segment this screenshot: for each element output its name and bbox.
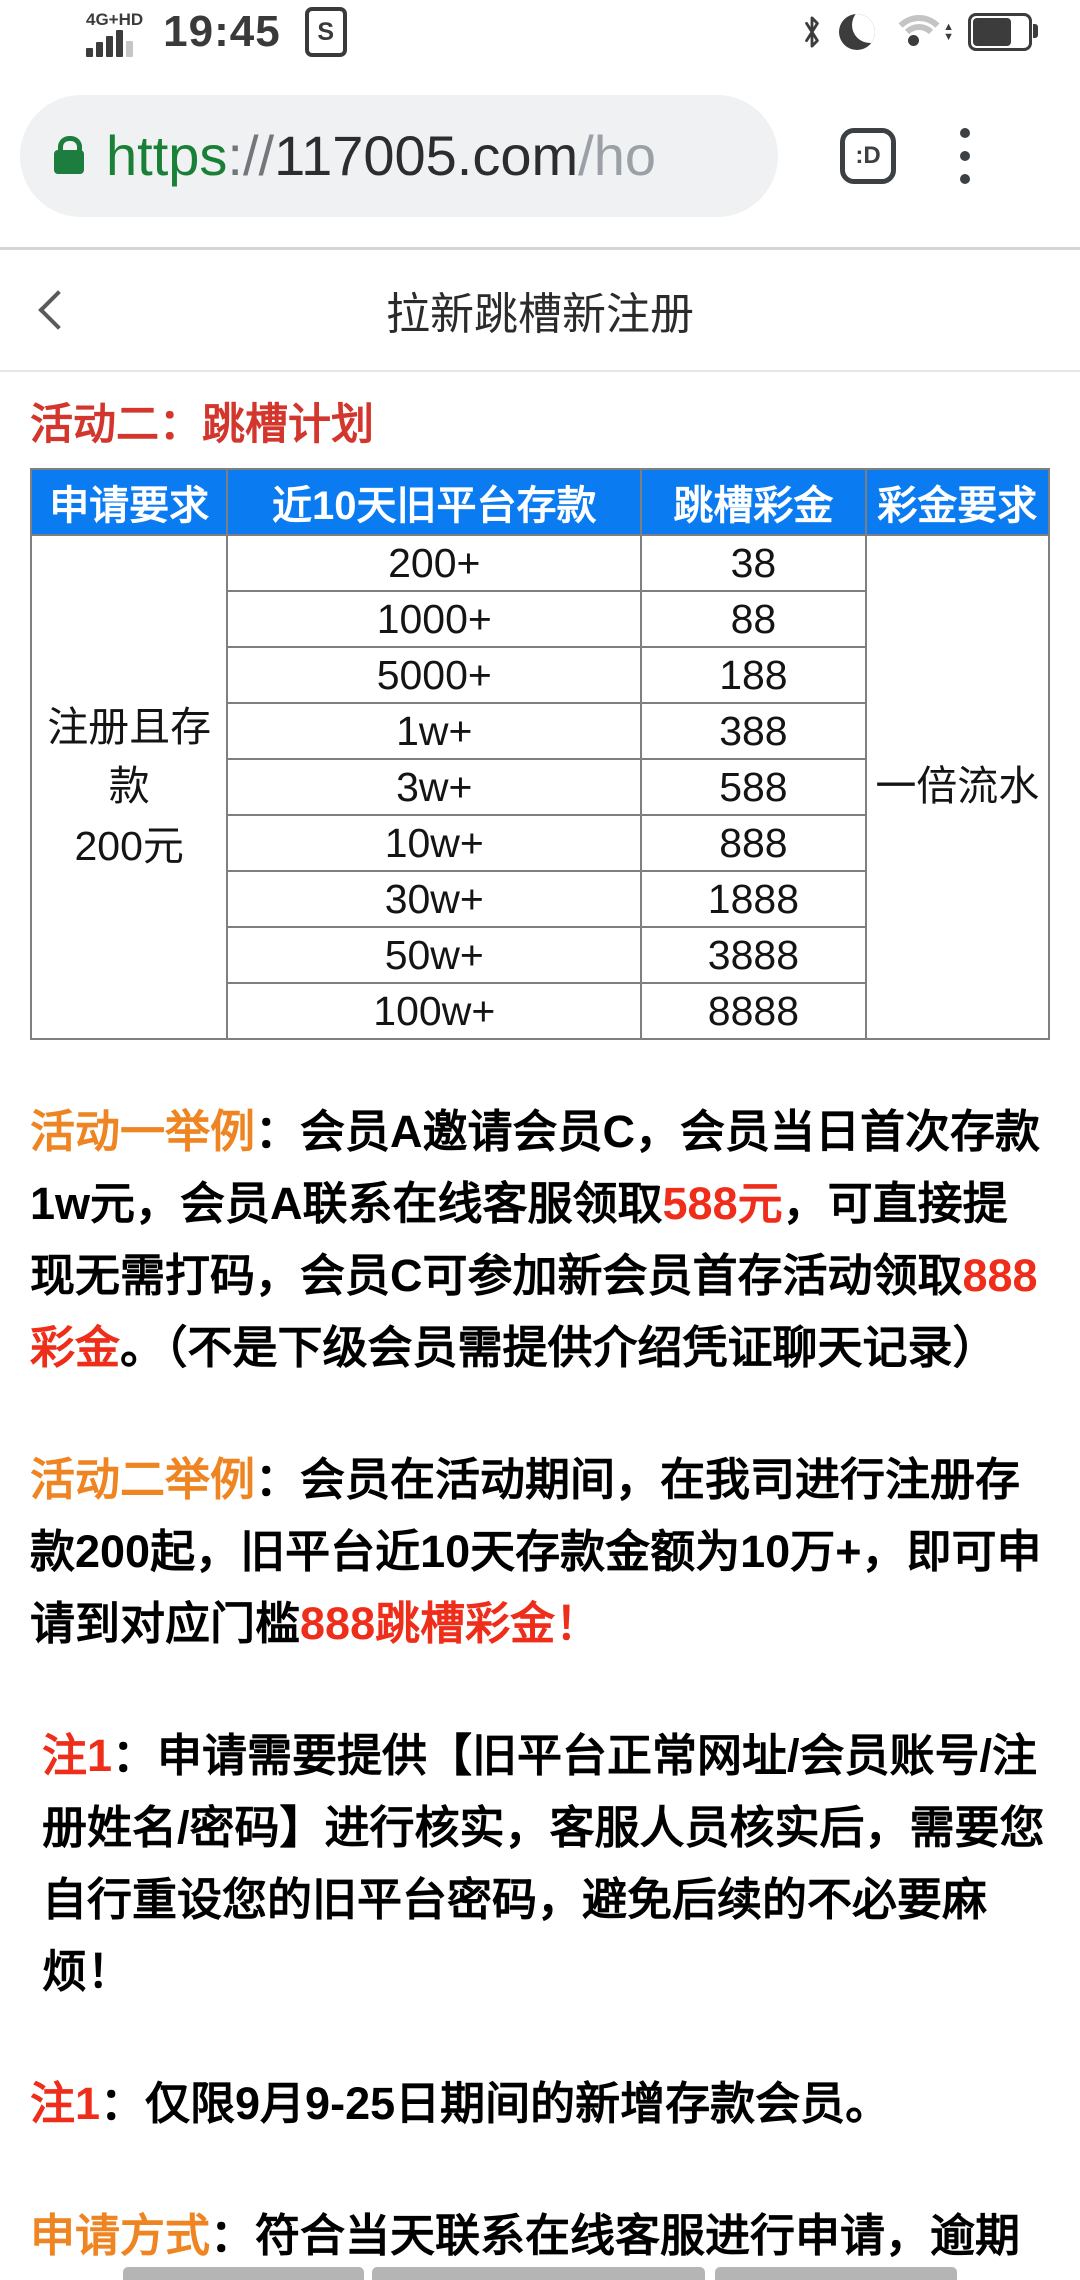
table-row: 50w+ 3888 [31, 926, 1049, 984]
partial-table-cell [372, 2267, 705, 2280]
table-row: 1000+ 88 [31, 590, 1049, 648]
deposit-cell: 1000+ [226, 590, 643, 648]
bonus-cell: 38 [640, 534, 867, 592]
table-row: 30w+ 1888 [31, 870, 1049, 928]
bonus-cell: 388 [640, 702, 867, 760]
deposit-cell: 10w+ [226, 814, 643, 872]
paragraph-example2: 活动二举例：会员在活动期间，在我司进行注册存款200起，旧平台近10天存款金额为… [30, 1454, 1042, 1649]
bonus-cell: 188 [640, 646, 867, 704]
column-header-requirement: 申请要求 [29, 468, 229, 536]
browser-menu-button[interactable] [954, 122, 976, 190]
deposit-cell: 1w+ [226, 702, 643, 760]
do-not-disturb-moon-icon [839, 14, 876, 50]
page-header: 拉新跳槽新注册 [0, 250, 1080, 372]
bonus-cell: 8888 [640, 982, 867, 1040]
url-address-bar[interactable]: https://117005.com/ho [20, 94, 778, 217]
column-header-wager: 彩金要求 [864, 468, 1051, 536]
partial-table-cell [123, 2267, 364, 2280]
bonus-cell: 588 [640, 758, 867, 816]
secure-lock-icon[interactable] [54, 135, 84, 176]
browser-toolbar: https://117005.com/ho :D [0, 64, 1080, 250]
deposit-cell: 3w+ [226, 758, 643, 816]
url-separator: :// [227, 124, 275, 187]
table-row: 3w+ 588 [31, 758, 1049, 816]
paragraph-note1: 注1：申请需要提供【旧平台正常网址/会员账号/注册姓名/密码】进行核实，客服人员… [42, 1730, 1045, 1997]
table-row: 5000+ 188 [31, 646, 1049, 704]
wager-cell: 一倍流水 [864, 534, 1051, 1040]
url-host: 117005.com [274, 124, 579, 187]
deposit-cell: 200+ [226, 534, 643, 592]
deposit-cell: 30w+ [226, 870, 643, 928]
table-row: 1w+ 388 [31, 702, 1049, 760]
clock-time: 19:45 [163, 7, 281, 56]
bonus-cell: 3888 [640, 926, 867, 984]
paragraph-note2: 注1：仅限9月9-25日期间的新增存款会员。 [30, 2078, 891, 2129]
network-indicator: 4G+HD [86, 11, 143, 57]
battery-icon [968, 13, 1038, 51]
bonus-cell: 1888 [640, 870, 867, 928]
network-type-label: 4G+HD [86, 10, 144, 29]
tab-count-badge: :D [855, 141, 881, 169]
signal-strength-icon [86, 30, 133, 57]
table-header-row: 申请要求 近10天旧平台存款 跳槽彩金 彩金要求 [29, 468, 1051, 536]
deposit-cell: 100w+ [226, 982, 643, 1040]
status-bar: 4G+HD 19:45 S ▲ ▼ [0, 0, 1080, 64]
url-scheme: https [106, 124, 228, 187]
requirement-cell: 注册且存款 200元 [29, 534, 229, 1040]
url-path: /ho [578, 124, 657, 187]
activity-heading: 活动二：跳槽计划 [30, 401, 374, 449]
column-header-deposit: 近10天旧平台存款 [226, 468, 643, 536]
url-text[interactable]: https://117005.com/ho [106, 123, 656, 188]
bluetooth-icon [799, 12, 825, 52]
table-row: 100w+ 8888 [31, 982, 1049, 1040]
back-chevron-icon[interactable] [38, 290, 78, 330]
deposit-cell: 50w+ [226, 926, 643, 984]
paragraph-example1: 活动一举例：会员A邀请会员C，会员当日首次存款1w元，会员A联系在线客服领取58… [30, 1106, 1041, 1373]
promo-table: 申请要求 近10天旧平台存款 跳槽彩金 彩金要求 注册且存款 200元 200+ … [29, 468, 1051, 1040]
page-content: 活动二：跳槽计划 申请要求 近10天旧平台存款 跳槽彩金 彩金要求 注册且存款 2… [0, 372, 1080, 2280]
data-activity-arrows-icon: ▲ ▼ [943, 21, 954, 43]
table-row: 注册且存款 200元 200+ 38 一倍流水 [29, 534, 1051, 1040]
partial-bottom-table [0, 2266, 1080, 2280]
wifi-icon [889, 13, 949, 51]
table-row: 10w+ 888 [31, 814, 1049, 872]
deposit-cell: 5000+ [226, 646, 643, 704]
bonus-cell: 888 [640, 814, 867, 872]
sim-notification-icon: S [304, 7, 347, 57]
paragraph-apply-method: 申请方式：符合当天联系在线客服进行申请，逾期视为自动放弃！ [30, 2210, 1021, 2261]
tab-switcher-button[interactable]: :D [840, 127, 896, 184]
page-title: 拉新跳槽新注册 [386, 290, 694, 339]
column-header-bonus: 跳槽彩金 [640, 468, 867, 536]
bonus-cell: 88 [640, 590, 867, 648]
partial-table-cell [715, 2267, 957, 2280]
